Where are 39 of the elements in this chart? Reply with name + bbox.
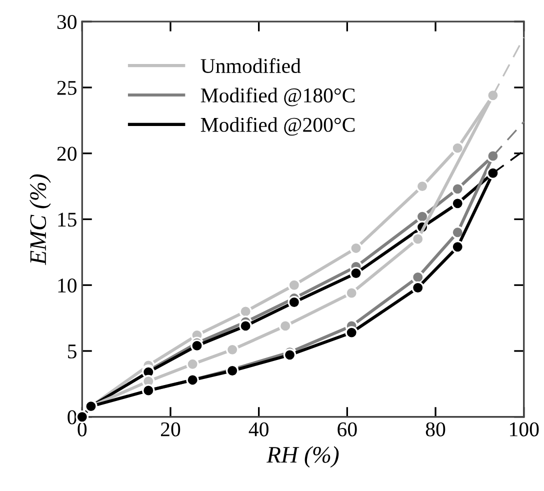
point xyxy=(190,339,204,352)
point xyxy=(345,326,358,339)
legend-label: Unmodified xyxy=(200,58,301,74)
x-tick-label: 100 xyxy=(510,422,539,436)
point xyxy=(451,142,464,154)
point xyxy=(226,343,239,356)
x-tick-label: 40 xyxy=(248,422,268,436)
y-tick-label: 10 xyxy=(58,278,76,293)
point xyxy=(411,281,424,294)
point xyxy=(411,232,424,246)
y-tick-label: 0 xyxy=(68,410,76,424)
x-axis-title: RH (%) xyxy=(266,446,339,468)
point xyxy=(411,270,424,284)
legend-label: Modified @200°C xyxy=(200,117,355,136)
point xyxy=(451,197,464,210)
y-tick-label: 15 xyxy=(58,212,76,227)
point xyxy=(350,266,362,280)
point xyxy=(288,278,301,292)
y-tick-label: 20 xyxy=(57,146,76,161)
point xyxy=(416,180,429,193)
y-tick-label: 5 xyxy=(68,344,76,358)
y-tick-label: 25 xyxy=(57,80,76,95)
legend-label: Modified @180°C xyxy=(200,88,355,106)
point xyxy=(451,240,464,254)
y-axis-title: EMC (%) xyxy=(29,174,51,266)
point xyxy=(288,296,301,309)
point xyxy=(283,348,296,362)
x-tick-label: 80 xyxy=(426,422,446,436)
x-tick-label: 0 xyxy=(78,422,87,436)
y-tick-label: 30 xyxy=(57,14,76,30)
point xyxy=(239,320,252,332)
x-tick-label: 20 xyxy=(160,422,180,436)
point xyxy=(350,242,362,255)
point xyxy=(451,226,464,239)
point xyxy=(451,182,464,196)
x-tick-label: 60 xyxy=(338,422,357,436)
point xyxy=(345,286,358,300)
point xyxy=(186,358,199,371)
point xyxy=(278,320,292,332)
